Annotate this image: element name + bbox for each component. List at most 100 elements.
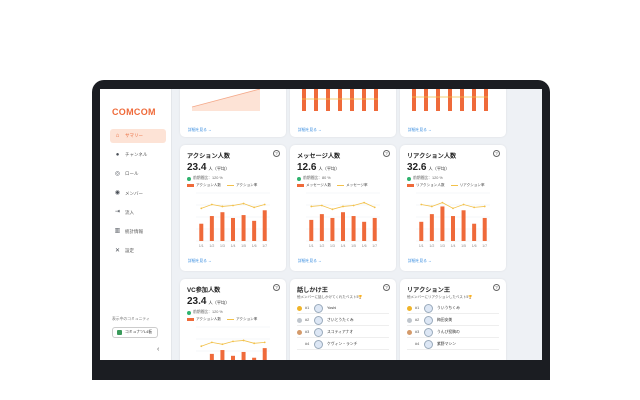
chart-point — [342, 205, 344, 208]
x-tick-label: 1/6 — [472, 244, 477, 248]
card-vc-count: VC参加人数 ? 23.4 人（平均） 前期間比：120 % アクション人数 アクシ… — [180, 279, 286, 360]
chart-point — [221, 343, 224, 346]
chart-bar — [319, 214, 324, 241]
chart-bar — [351, 216, 356, 241]
chart-point — [221, 205, 224, 208]
more-link[interactable]: 詳細を見る → — [298, 128, 322, 132]
community-label: 表示中のコミュニティ — [112, 317, 150, 321]
ratio-badge: 前期間比：120 % — [187, 310, 223, 315]
app-logo: COMCOM — [112, 107, 156, 117]
card-title: 話しかけ王 — [297, 287, 328, 294]
sidebar-item-stats[interactable]: ▥ 統計情報 — [110, 225, 166, 239]
chart-legend: メッセージ人数 メッセージ率 — [297, 183, 368, 188]
x-tick-label: 1/1 — [419, 244, 424, 248]
chart-point — [200, 207, 203, 210]
list-item[interactable]: #4 紫野マシン — [407, 339, 499, 350]
chart-bar — [429, 214, 434, 241]
silver-medal-icon — [297, 317, 302, 323]
sidebar-item-label: 流入 — [125, 209, 134, 215]
help-icon[interactable]: ? — [273, 284, 280, 291]
chart-bar — [252, 220, 257, 241]
x-tick-label: 1/3 — [440, 244, 445, 248]
more-link[interactable]: 詳細を見る → — [188, 128, 212, 132]
list-item[interactable]: #1 ういうちくみ — [407, 303, 499, 314]
more-link[interactable]: 詳細を見る → — [408, 259, 432, 263]
main-content: 詳細を見る → 詳細を見る → 詳細を見る → アクショ — [172, 89, 542, 360]
x-tick-label: 1/5 — [241, 244, 246, 248]
sidebar-item-channel[interactable]: ● チャンネル — [110, 148, 166, 162]
home-icon: ⌂ — [115, 132, 120, 139]
x-tick-label: 1/4 — [231, 244, 236, 248]
chart-point — [263, 203, 266, 206]
x-tick-label: 1/7 — [482, 244, 487, 248]
chart-point — [363, 201, 366, 204]
more-link[interactable]: 詳細を見る → — [408, 128, 432, 132]
chart-bar — [241, 215, 246, 241]
chart-bar — [309, 219, 314, 241]
avatar — [424, 327, 433, 337]
list-item[interactable]: #2 さいとうたくみ — [297, 315, 389, 326]
community-icon — [117, 330, 122, 335]
chart-bar — [262, 210, 267, 241]
chart-legend: リアクション人数 リアクション率 — [407, 183, 485, 188]
card-title: VC参加人数 — [187, 287, 221, 294]
x-tick-label: 1/5 — [351, 244, 356, 248]
list-item[interactable]: #1 Yoshi — [297, 303, 389, 314]
chart-bar — [220, 212, 225, 241]
gold-medal-icon — [297, 305, 302, 311]
chart-bar — [341, 212, 345, 241]
chart-bar — [199, 223, 204, 241]
sidebar-item-member[interactable]: ◉ メンバー — [110, 187, 166, 201]
chart-bar — [241, 351, 246, 360]
chart-point — [210, 203, 213, 206]
sidebar: COMCOM ⌂ サマリー ● チャンネル ◎ ロール ◉ メンバー ⇥ 流入 ▥ 統計情報… — [100, 89, 172, 360]
sidebar-item-summary[interactable]: ⌂ サマリー — [110, 129, 166, 143]
list-item[interactable]: #4 ケヴィン・ランチ — [297, 339, 389, 350]
x-tick-label: 1/1 — [199, 244, 204, 248]
help-icon[interactable]: ? — [383, 150, 390, 157]
help-icon[interactable]: ? — [383, 284, 390, 291]
silver-medal-icon — [407, 317, 412, 323]
list-item[interactable]: #3 スコティアナオ — [297, 327, 389, 338]
chart-action-count: 1/1 1/2 1/3 1/4 1/5 1/6 1/7 — [196, 192, 270, 248]
top-card-1: 詳細を見る → — [180, 89, 286, 137]
chart-bar — [451, 216, 455, 241]
collapse-sidebar-icon[interactable]: ‹ — [157, 346, 160, 353]
ratio-badge: 前期間比：120 % — [187, 176, 223, 181]
ratio-badge: 前期間比：120 % — [407, 176, 443, 181]
chat-icon: ● — [115, 151, 120, 158]
sidebar-item-role[interactable]: ◎ ロール — [110, 167, 166, 181]
chart-bar — [209, 216, 214, 241]
card-reaction-count: リアクション人数 ? 32.6 人（平均） 前期間比：120 % リアクション人数… — [400, 145, 506, 271]
list-item[interactable]: #3 うんぴ投稿の — [407, 327, 499, 338]
more-link[interactable]: 詳細を見る → — [298, 259, 322, 263]
chart-bar — [231, 217, 235, 241]
top-chart-3 — [412, 89, 488, 111]
avatar — [314, 315, 323, 325]
list-item[interactable]: #2 梅田安美 — [407, 315, 499, 326]
x-tick-label: 1/2 — [319, 244, 324, 248]
help-icon[interactable]: ? — [493, 150, 500, 157]
chart-point — [200, 345, 203, 348]
x-tick-label: 1/3 — [220, 244, 225, 248]
app-window: COMCOM ⌂ サマリー ● チャンネル ◎ ロール ◉ メンバー ⇥ 流入 ▥ 統計情報… — [100, 89, 542, 360]
x-tick-label: 1/2 — [209, 244, 214, 248]
bronze-medal-icon — [297, 329, 302, 335]
x-tick-label: 1/7 — [262, 244, 267, 248]
chart-bar — [262, 348, 267, 360]
chart-point — [320, 204, 323, 207]
sidebar-item-label: ロール — [125, 171, 139, 177]
chart-bar — [231, 355, 235, 360]
community-name: コミュナツL4板 — [125, 330, 153, 334]
help-icon[interactable]: ? — [493, 284, 500, 291]
community-selector[interactable]: コミュナツL4板 — [112, 327, 158, 338]
metric-value: 32.6 人（平均） — [407, 162, 450, 173]
role-icon: ◎ — [114, 170, 121, 177]
sidebar-item-settings[interactable]: ✕ 設定 — [110, 244, 166, 258]
chart-message-count: 1/1 1/2 1/3 1/4 1/5 1/6 1/7 — [306, 192, 380, 248]
card-talk-king: 話しかけ王 ? 他メンバーに話しかけてくれたベスト5🏆 #1 Yoshi #2 さい… — [290, 279, 396, 360]
chart-vc-count: 1/1 1/2 1/3 1/4 1/5 1/6 1/7 — [196, 326, 270, 360]
sidebar-item-inflow[interactable]: ⇥ 流入 — [110, 206, 166, 220]
more-link[interactable]: 詳細を見る → — [188, 259, 212, 263]
help-icon[interactable]: ? — [273, 150, 280, 157]
